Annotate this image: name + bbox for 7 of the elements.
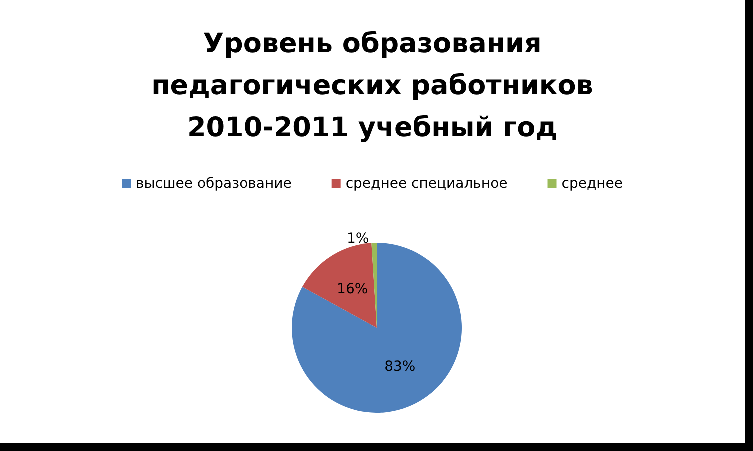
legend-label: среднее специальное (346, 176, 508, 192)
legend-label: среднее (562, 176, 624, 192)
data-label: 16% (337, 282, 368, 298)
chart-title: Уровень образования педагогических работников 2010-2011 учебный год (152, 28, 594, 144)
legend-label: высшее образование (136, 176, 292, 192)
data-label: 1% (346, 231, 370, 248)
data-label: 83% (384, 359, 416, 376)
